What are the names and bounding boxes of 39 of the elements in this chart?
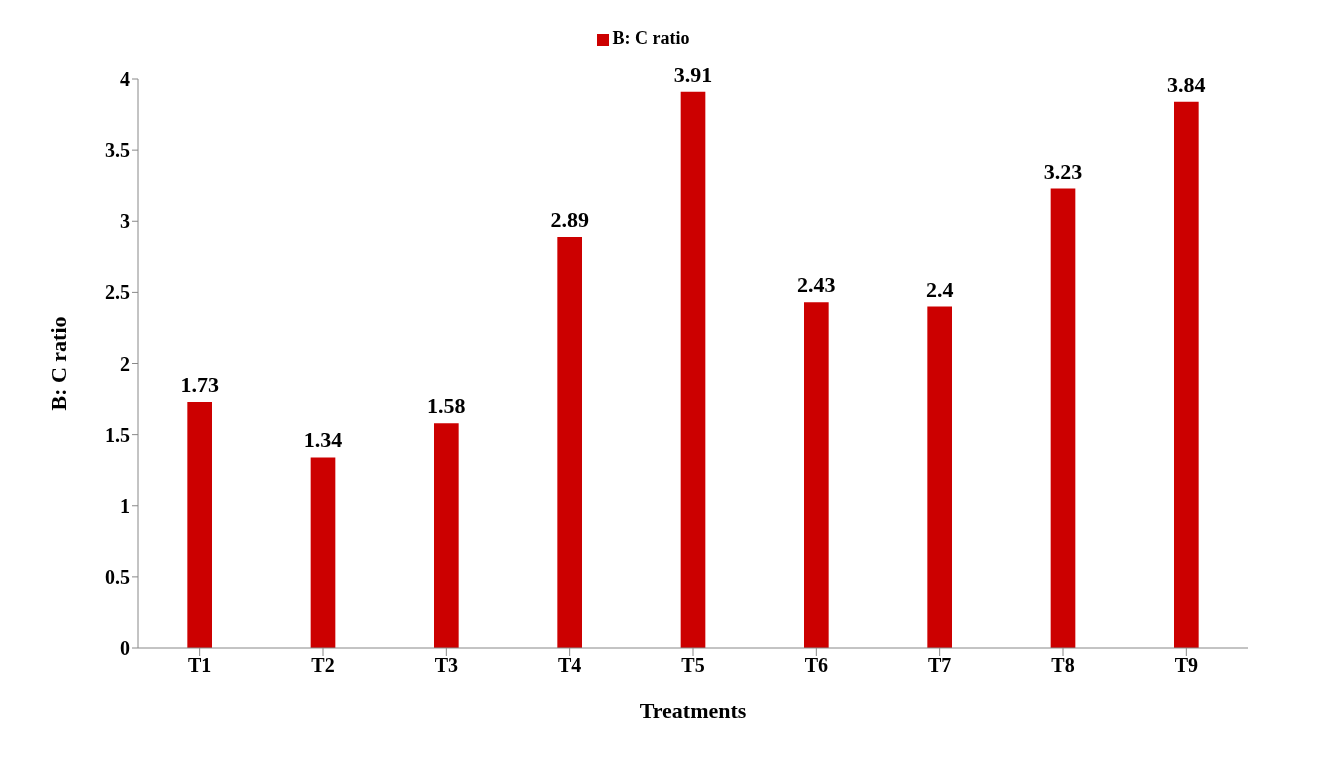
data-label: 2.89 xyxy=(550,206,589,232)
bar xyxy=(187,401,212,648)
x-axis-title: Treatments xyxy=(639,698,747,723)
data-label: 2.43 xyxy=(797,272,836,298)
y-tick-label: 2.5 xyxy=(105,281,130,304)
y-tick-label: 0.5 xyxy=(105,565,130,588)
data-label: 1.73 xyxy=(180,371,219,397)
bar xyxy=(1050,188,1076,648)
y-axis-title: B: C ratio xyxy=(45,316,71,411)
x-tick-label: T4 xyxy=(557,654,582,677)
bar xyxy=(927,306,952,648)
y-tick-label: 4 xyxy=(120,68,130,91)
legend-label: B: C ratio xyxy=(612,28,690,48)
bar xyxy=(434,423,459,648)
bar xyxy=(804,302,829,648)
data-label: 3.91 xyxy=(673,61,713,87)
x-tick-label: T9 xyxy=(1174,654,1199,677)
y-tick-label: 0 xyxy=(120,637,130,660)
y-tick-label: 1 xyxy=(120,494,130,517)
y-tick-label: 3.5 xyxy=(105,139,130,162)
x-tick-label: T6 xyxy=(804,654,829,677)
y-tick-label: 1.5 xyxy=(105,423,130,446)
y-tick-label: 2 xyxy=(120,352,130,375)
data-label: 1.58 xyxy=(427,393,466,419)
x-tick-label: T7 xyxy=(927,654,952,677)
bar xyxy=(310,457,336,648)
data-label: 3.23 xyxy=(1043,158,1083,184)
data-label: 3.84 xyxy=(1167,71,1206,97)
data-label: 2.4 xyxy=(925,276,954,302)
bar xyxy=(680,91,706,648)
x-tick-label: T8 xyxy=(1051,654,1075,677)
x-tick-label: T1 xyxy=(187,654,212,677)
x-tick-label: T2 xyxy=(311,654,335,677)
data-label: 1.34 xyxy=(303,427,343,453)
y-tick-label: 3 xyxy=(120,210,130,233)
bar xyxy=(557,236,582,648)
x-tick-label: T5 xyxy=(681,654,705,677)
bar xyxy=(1174,101,1199,648)
x-tick-label: T3 xyxy=(434,654,459,677)
